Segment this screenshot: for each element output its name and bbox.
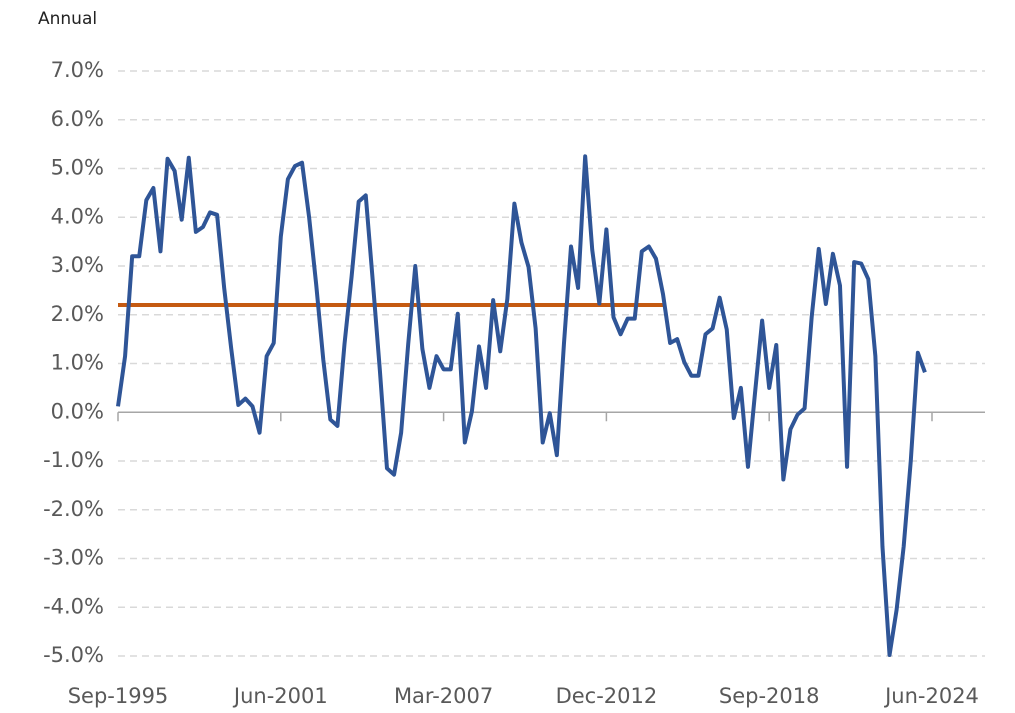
x-tick-label: Dec-2012 [556,684,658,708]
y-tick-label: 1.0% [51,351,104,375]
y-tick-label: 0.0% [51,399,104,423]
axis-label: Annual [38,9,97,29]
y-tick-label: 3.0% [51,253,104,277]
y-tick-label: 7.0% [51,58,104,82]
x-tick-label: Mar-2007 [394,684,493,708]
y-tick-label: 2.0% [51,302,104,326]
y-tick-label: -3.0% [43,546,104,570]
x-tick-label: Sep-1995 [68,684,169,708]
y-tick-label: 5.0% [51,156,104,180]
y-tick-label: -2.0% [43,497,104,521]
x-tick-label: Sep-2018 [719,684,820,708]
series-line [116,154,927,658]
y-tick-label: 6.0% [51,107,104,131]
y-tick-label: -5.0% [43,643,104,667]
x-tick-label: Jun-2024 [883,684,979,708]
y-tick-label: 4.0% [51,204,104,228]
y-tick-label: -4.0% [43,594,104,618]
x-tick-label: Jun-2001 [232,684,328,708]
y-tick-label: -1.0% [43,448,104,472]
